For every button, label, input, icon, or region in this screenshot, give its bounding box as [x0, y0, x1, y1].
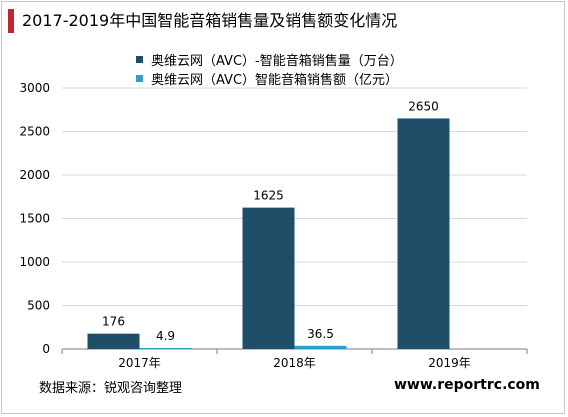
bar-series-1: [87, 333, 140, 349]
data-label: 2650: [408, 99, 439, 113]
y-tick-label: 1000: [19, 255, 50, 269]
legend-item-series-1: 奥维云网（AVC）-智能音箱销售量（万台）: [136, 50, 403, 69]
chart-title: 2017-2019年中国智能音箱销售量及销售额变化情况: [22, 11, 398, 30]
legend-item-series-2: 奥维云网（AVC）智能音箱销售额（亿元）: [136, 69, 403, 88]
y-tick-label: 1500: [19, 212, 50, 226]
y-tick-label: 3000: [19, 81, 50, 95]
y-tick-label: 0: [42, 342, 50, 356]
x-tick-label: 2017年: [118, 356, 161, 370]
bar-series-1: [242, 207, 295, 349]
source-note: 数据来源：锐观咨询整理: [39, 381, 183, 396]
legend-swatch-series-2: [136, 75, 143, 82]
website-url: www.reportrc.com: [394, 377, 540, 393]
data-label: 4.9: [156, 329, 175, 343]
x-tick-label: 2019年: [428, 356, 471, 370]
x-tick-label: 2018年: [273, 356, 316, 370]
legend-label-series-1: 奥维云网（AVC）-智能音箱销售量（万台）: [151, 54, 403, 69]
data-label: 1625: [253, 189, 284, 203]
data-label: 36.5: [307, 327, 334, 341]
data-label: 176: [102, 315, 125, 329]
y-tick-label: 2000: [19, 168, 50, 182]
legend-swatch-series-1: [136, 56, 143, 63]
bar-series-2: [139, 348, 192, 349]
bar-series-2: [294, 345, 347, 349]
y-tick-label: 500: [27, 299, 50, 313]
y-tick-label: 2500: [19, 125, 50, 139]
legend: 奥维云网（AVC）-智能音箱销售量（万台） 奥维云网（AVC）智能音箱销售额（亿…: [136, 50, 403, 88]
legend-label-series-2: 奥维云网（AVC）智能音箱销售额（亿元）: [151, 73, 399, 88]
bar-series-1: [397, 118, 450, 349]
title-accent-bar: [8, 9, 14, 33]
